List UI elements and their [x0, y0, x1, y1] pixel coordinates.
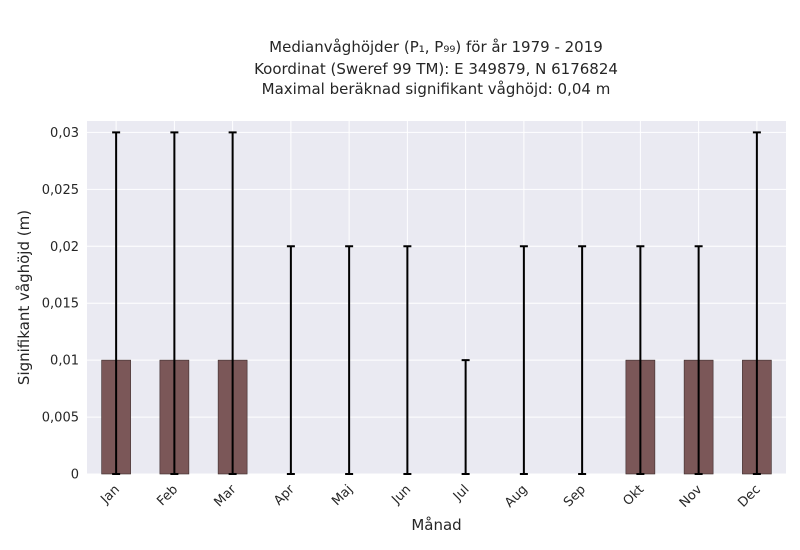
x-tick-label-maj: Maj — [329, 482, 356, 509]
error-bar-jan — [112, 131, 121, 475]
x-tick-label-jul: Jul — [450, 482, 472, 504]
y-tick-label: 0,03 — [50, 126, 79, 141]
x-tick-label-aug: Aug — [502, 482, 531, 511]
error-bar-jun — [403, 245, 412, 475]
error-bar-feb — [170, 131, 179, 475]
error-bar-sep — [578, 245, 587, 475]
x-tick-label-sep: Sep — [561, 482, 589, 510]
x-tick-label-mar: Mar — [212, 482, 240, 510]
y-axis-label: Signifikant våghöjd (m) — [15, 210, 33, 385]
error-bar-okt — [636, 245, 645, 475]
y-tick-label: 0 — [71, 468, 79, 483]
plot-area — [87, 121, 786, 474]
x-axis-label: Månad — [411, 516, 461, 534]
x-tick-label-okt: Okt — [620, 482, 647, 509]
y-tick-label: 0,025 — [42, 183, 79, 198]
x-tick-label-feb: Feb — [154, 482, 181, 509]
error-bar-jul — [461, 359, 470, 475]
error-bar-maj — [345, 245, 354, 475]
error-bar-apr — [286, 245, 295, 475]
y-tick-label: 0,005 — [42, 411, 79, 426]
error-bar-mar — [228, 131, 237, 475]
y-tick-label: 0,02 — [50, 240, 79, 255]
x-tick-label-jan: Jan — [97, 482, 122, 507]
title-line-2: Koordinat (Sweref 99 TM): E 349879, N 61… — [254, 60, 618, 78]
title-line-3: Maximal beräknad signifikant våghöjd: 0,… — [262, 80, 611, 98]
x-axis-ticks: Jan Feb Mar Apr Maj Jun Jul Aug Sep Okt Nov Dec — [97, 482, 763, 511]
x-tick-label-apr: Apr — [271, 482, 298, 509]
title-line-1: Medianvåghöjder (P₁, P₉₉) för år 1979 - … — [269, 38, 603, 56]
y-tick-label: 0,015 — [42, 297, 79, 312]
x-tick-label-dec: Dec — [735, 482, 763, 510]
error-bar-nov — [694, 245, 703, 475]
y-axis-ticks: 0 0,005 0,01 0,015 0,02 0,025 0,03 — [42, 126, 79, 483]
x-tick-label-jun: Jun — [389, 482, 415, 508]
chart-title: Medianvåghöjder (P₁, P₉₉) för år 1979 - … — [254, 38, 618, 98]
error-bar-aug — [519, 245, 528, 475]
error-bars — [112, 131, 761, 475]
error-bar-dec — [752, 131, 761, 475]
y-tick-label: 0,01 — [50, 354, 79, 369]
x-tick-label-nov: Nov — [677, 482, 706, 511]
